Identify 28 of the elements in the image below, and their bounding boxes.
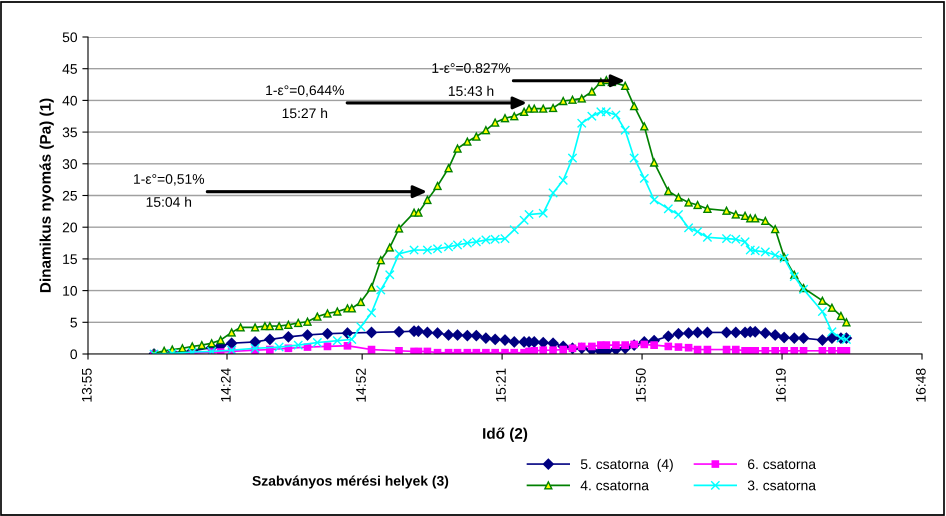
legend-label: 3. csatorna [748, 480, 816, 490]
legend-label: 6. csatorna [748, 459, 816, 470]
x-tick-label: 15:21 [496, 368, 506, 402]
y-tick-label: 10 [63, 286, 78, 296]
x-tick-label: 13:55 [82, 368, 92, 402]
x-tick-label: 14:52 [356, 368, 366, 402]
annotation: 1-ε°=0,644% 15:27 h [266, 85, 344, 118]
y-tick-label: 40 [62, 96, 78, 106]
y-tick-label: 30 [62, 159, 78, 169]
y-tick-label: 20 [62, 222, 78, 232]
annotation: 1-ε°=0,51% 15:04 h [134, 174, 204, 207]
annotation: 1-ε°=0.827% 15:43 h [432, 63, 510, 96]
y-tick-label: 15 [63, 254, 78, 264]
x-tick-label: 15:50 [636, 368, 646, 402]
legend-label: 4. csatorna [580, 480, 649, 490]
y-axis-title: Dinamikus nyomás (Pa) (1) [39, 98, 54, 292]
x-tick-label: 16:48 [916, 368, 926, 402]
x-axis-title: Idő (2) [483, 428, 528, 442]
y-tick-label: 45 [62, 64, 78, 74]
y-tick-label: 35 [62, 127, 78, 138]
y-tick-label: 0 [70, 349, 78, 360]
x-tick-label: 14:24 [220, 368, 231, 402]
y-tick-label: 25 [62, 190, 78, 201]
legend-label: 5. csatorna (4) [580, 458, 673, 472]
x-tick-label: 16:19 [776, 368, 786, 402]
y-tick-label: 50 [62, 32, 78, 42]
y-tick-label: 5 [70, 318, 77, 328]
legend-title: Szabványos mérési helyek (3) [252, 475, 448, 489]
